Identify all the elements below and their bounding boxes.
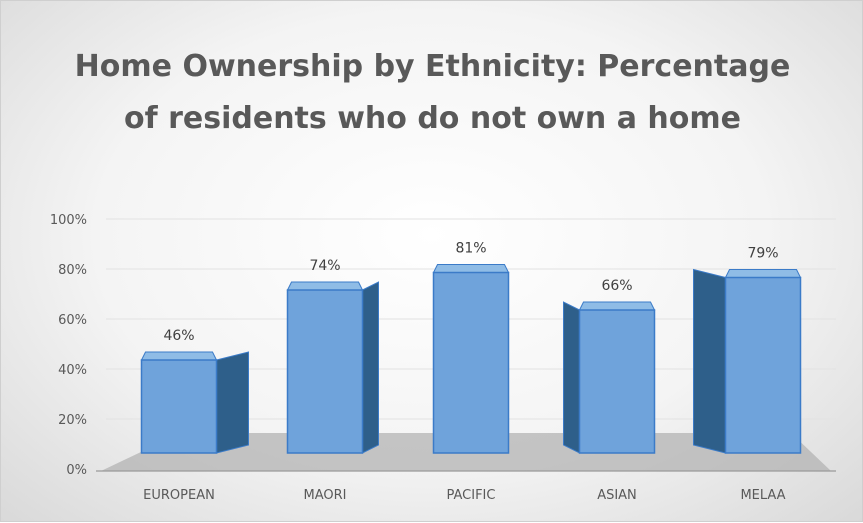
y-tick-label: 80% [58,263,87,278]
bar-top [724,269,802,278]
bar [432,271,510,454]
x-tick-label: MELAA [740,488,785,503]
bar-top [432,264,510,273]
chart-title: Home Ownership by Ethnicity: Percentage … [74,49,791,136]
y-tick-label: 40% [58,363,87,378]
bar [724,276,802,454]
bar-top [578,301,656,311]
data-label: 81% [455,241,486,257]
data-label: 79% [747,246,778,262]
y-tick-label: 60% [58,313,87,328]
bar-side [362,281,379,454]
bar-top [140,351,218,361]
data-label: 74% [309,258,340,274]
data-label: 46% [163,328,194,344]
data-label: 66% [601,278,632,294]
y-tick-label: 20% [58,413,87,428]
bar-side [216,351,249,454]
bar [140,359,218,454]
bar-top [286,281,364,291]
x-tick-label: ASIAN [597,488,637,503]
bar [286,289,364,454]
x-tick-label: MAORI [304,488,347,503]
y-tick-label: 0% [66,463,87,478]
x-tick-label: EUROPEAN [143,488,215,503]
bar [578,309,656,454]
bar-side [693,268,726,454]
bar-side [563,301,580,454]
x-tick-label: PACIFIC [447,488,496,503]
y-tick-label: 100% [50,213,87,228]
